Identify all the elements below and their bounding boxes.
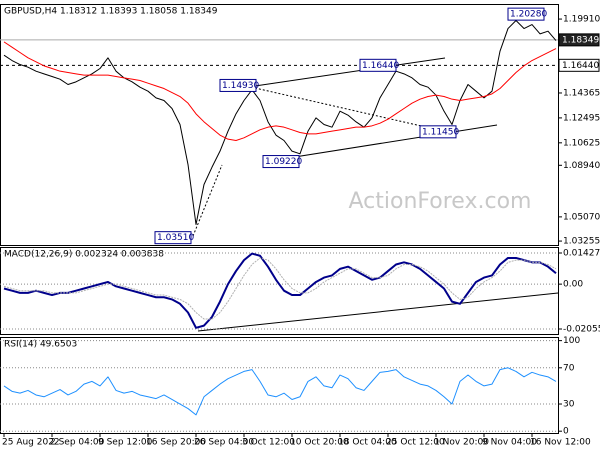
x-tick-label: 1 Nov 20:00 bbox=[434, 438, 489, 448]
channel-upper bbox=[254, 57, 446, 87]
y-tick-label: -0.020556 bbox=[563, 324, 600, 334]
channel-lower bbox=[262, 124, 498, 163]
macd-panel bbox=[0, 247, 559, 335]
annotation-box bbox=[419, 125, 457, 139]
annotation-label: 1.16440 bbox=[362, 61, 399, 71]
y-tick-label: 1.10625 bbox=[563, 138, 600, 148]
y-tick-label: 70 bbox=[563, 363, 575, 373]
watermark: ActionForex.com bbox=[349, 189, 532, 214]
x-tick-label: 16 Nov 12:00 bbox=[530, 438, 591, 448]
x-tick-label: 2 Sep 04:00 bbox=[50, 438, 105, 448]
series-line bbox=[3, 367, 557, 416]
y-tick-label: 1.14365 bbox=[563, 88, 600, 98]
y-tick-label: 1.08940 bbox=[563, 161, 600, 171]
rsi-panel bbox=[0, 337, 559, 434]
rsi-title: RSI(14) 49.6503 bbox=[4, 340, 77, 350]
series-line bbox=[3, 20, 557, 225]
y-tick-label: 1.12495 bbox=[563, 113, 600, 123]
annotation-box bbox=[359, 58, 397, 72]
price-tag-box bbox=[558, 58, 600, 72]
annotation-box bbox=[219, 78, 257, 92]
x-tick-label: 9 Sep 12:00 bbox=[98, 438, 153, 448]
annotation-label: 1.09220 bbox=[265, 157, 302, 167]
price-tag-label: 1.16440 bbox=[562, 61, 599, 71]
annotation-label: 1.20280 bbox=[510, 10, 547, 20]
annotation-box bbox=[507, 7, 545, 21]
macd-title: MACD(12,26,9) 0.002324 0.003838 bbox=[4, 250, 164, 260]
y-tick-label: 1.03255 bbox=[563, 237, 600, 247]
y-tick-label: 1.05070 bbox=[563, 212, 600, 222]
y-tick-label: 0.00 bbox=[563, 280, 583, 290]
y-tick-label: 0.014272 bbox=[563, 248, 600, 258]
trend-lines bbox=[192, 57, 498, 237]
x-tick-label: 18 Oct 04:00 bbox=[338, 438, 397, 448]
price-panel bbox=[0, 4, 559, 246]
series-line bbox=[3, 252, 557, 329]
price-tag-label: 1.18349 bbox=[562, 35, 599, 45]
price-tag-box bbox=[558, 33, 600, 47]
x-tick-label: 3 Oct 12:00 bbox=[242, 438, 295, 448]
annotation-label: 1.11450 bbox=[422, 127, 459, 137]
dotted-trend bbox=[192, 164, 223, 237]
plot-area bbox=[0, 252, 558, 330]
y-tick-label: 30 bbox=[563, 400, 575, 410]
price-title: GBPUSD,H4 1.18312 1.18393 1.18058 1.1834… bbox=[4, 7, 218, 17]
x-tick-label: 25 Oct 12:00 bbox=[386, 438, 445, 448]
x-tick-label: 9 Nov 04:00 bbox=[482, 438, 537, 448]
annotation-box bbox=[154, 231, 192, 245]
x-tick-label: 25 Aug 2022 bbox=[2, 438, 60, 448]
x-tick-label: 10 Oct 20:00 bbox=[290, 438, 349, 448]
x-tick-label: 26 Sep 04:00 bbox=[194, 438, 254, 448]
x-tick-label: 16 Sep 20:00 bbox=[146, 438, 206, 448]
annotation-label: 1.03510 bbox=[157, 233, 194, 243]
annotation-box bbox=[262, 155, 300, 169]
y-tick-label: 0 bbox=[563, 427, 569, 437]
series-line bbox=[3, 257, 557, 320]
y-tick-label: 1.19910 bbox=[563, 15, 600, 25]
plot-area: 1.03510 1.09220 1.14930 1.16440 1.11450 1.202… bbox=[0, 7, 558, 245]
y-tick-label: 100 bbox=[563, 336, 580, 346]
dotted-trend bbox=[254, 87, 453, 134]
series-line bbox=[3, 41, 557, 141]
macd-trend-line bbox=[197, 292, 559, 332]
annotation-label: 1.14930 bbox=[222, 81, 259, 91]
plot-area bbox=[0, 340, 558, 432]
